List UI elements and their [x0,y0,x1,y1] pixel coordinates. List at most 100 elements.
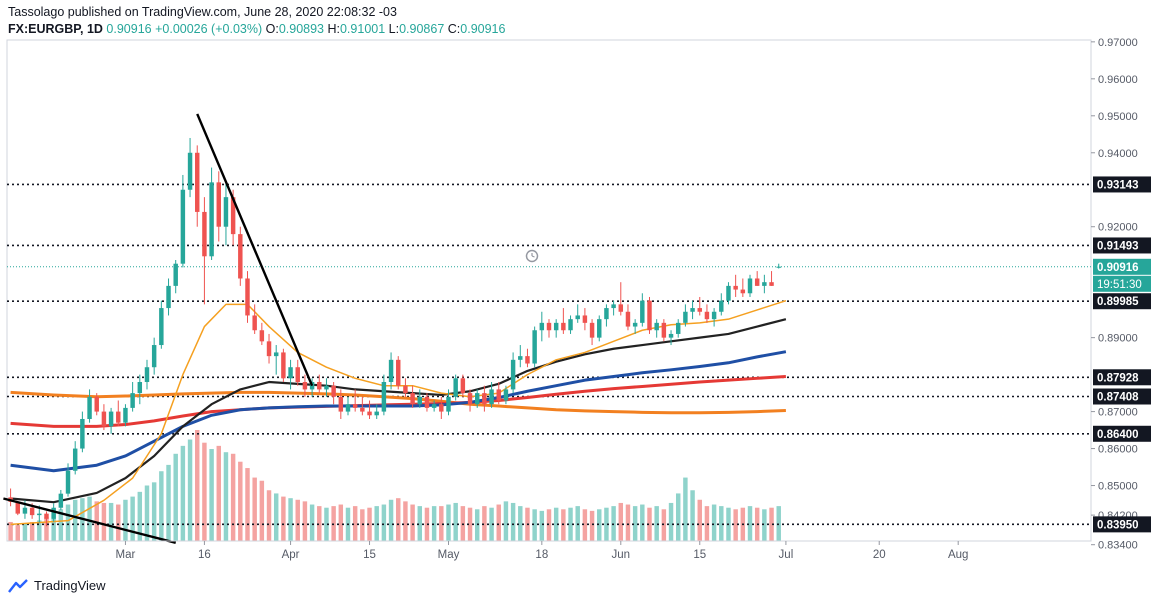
tradingview-branding[interactable]: TradingView [8,578,106,593]
candle[interactable] [446,396,451,412]
candle[interactable] [216,182,222,227]
candle[interactable] [640,300,645,323]
candle[interactable] [187,152,193,190]
candle[interactable] [453,378,458,397]
candle[interactable] [568,319,573,331]
trendline[interactable] [3,497,177,545]
candle[interactable] [58,493,64,508]
candle[interactable] [273,352,279,357]
candle[interactable] [195,152,200,212]
candle[interactable] [367,411,372,416]
candle[interactable] [151,345,157,368]
candle[interactable] [403,385,408,394]
candle[interactable] [589,322,595,338]
candle[interactable] [553,322,559,331]
candle[interactable] [704,311,710,320]
candle[interactable] [661,322,667,338]
candle[interactable] [525,356,530,364]
candle[interactable] [80,418,85,449]
candle[interactable] [159,308,164,346]
candle[interactable] [166,285,171,309]
candle[interactable] [230,197,236,235]
candle[interactable] [266,341,272,357]
candle[interactable] [252,315,257,331]
candle[interactable] [144,367,150,383]
candle[interactable] [396,359,401,386]
candle[interactable] [130,393,135,408]
candle[interactable] [697,308,702,312]
candle[interactable] [711,311,717,320]
candle[interactable] [388,359,394,383]
candle[interactable] [726,285,731,301]
candle[interactable] [597,319,602,338]
candle[interactable] [618,304,624,312]
candle[interactable] [245,278,250,316]
candle[interactable] [238,234,243,279]
trendline[interactable] [196,113,314,387]
candle[interactable] [223,197,229,227]
symbol-name[interactable]: FX:EURGBP, 1D [8,22,103,36]
candle[interactable] [417,396,423,405]
candle[interactable] [654,322,659,331]
candle[interactable] [22,507,28,514]
candle[interactable] [740,289,746,294]
candle[interactable] [675,322,681,334]
price-axis[interactable]: 0.97000 0.96000 0.95000 0.94000 0.92000 0.890… [1091,37,1151,552]
candle[interactable] [29,507,35,516]
candle[interactable] [381,382,387,412]
candle[interactable] [539,322,545,331]
candle[interactable] [324,385,329,390]
candle[interactable] [94,396,99,412]
candle[interactable] [518,356,523,360]
candle[interactable] [604,308,609,320]
candle[interactable] [496,389,501,401]
candle[interactable] [288,367,293,379]
candle[interactable] [108,411,114,427]
candle[interactable] [137,382,143,394]
candle[interactable] [625,311,631,327]
candle[interactable] [582,315,588,323]
candle[interactable] [202,211,207,257]
candle[interactable] [439,404,444,412]
candle[interactable] [123,407,128,423]
candle[interactable] [345,404,351,412]
candle[interactable] [683,311,688,323]
candle[interactable] [733,285,738,290]
candle[interactable] [489,389,494,405]
candle[interactable] [474,393,480,405]
candle[interactable] [44,513,49,519]
candle[interactable] [281,352,286,379]
candle[interactable] [754,278,760,286]
candle[interactable] [37,513,42,516]
candle[interactable] [575,315,580,320]
candle[interactable] [72,448,78,471]
candle[interactable] [632,322,638,327]
candle[interactable] [668,333,674,338]
candle[interactable] [352,404,358,408]
candle[interactable] [503,389,509,401]
candle[interactable] [424,396,430,408]
candle[interactable] [532,330,537,364]
candle[interactable] [116,411,121,423]
candle[interactable] [460,378,466,394]
candle[interactable] [431,404,437,408]
candle[interactable] [546,322,552,331]
candle[interactable] [259,330,265,342]
candle[interactable] [101,411,107,427]
candle[interactable] [776,266,781,268]
candle[interactable] [302,382,308,390]
time-axis[interactable]: Mar 16 Apr 15 May 18 Jun 15 Jul 20 Aug [7,540,1091,561]
candle[interactable] [510,359,516,390]
candle[interactable] [331,385,336,397]
candle[interactable] [173,263,178,286]
candle[interactable] [338,396,344,412]
candle[interactable] [611,304,616,309]
candle[interactable] [360,407,365,412]
candle[interactable] [65,470,71,494]
candle[interactable] [87,396,92,419]
candle[interactable] [561,322,566,331]
candle[interactable] [747,278,753,294]
candle[interactable] [51,507,56,519]
candle[interactable] [482,393,487,405]
